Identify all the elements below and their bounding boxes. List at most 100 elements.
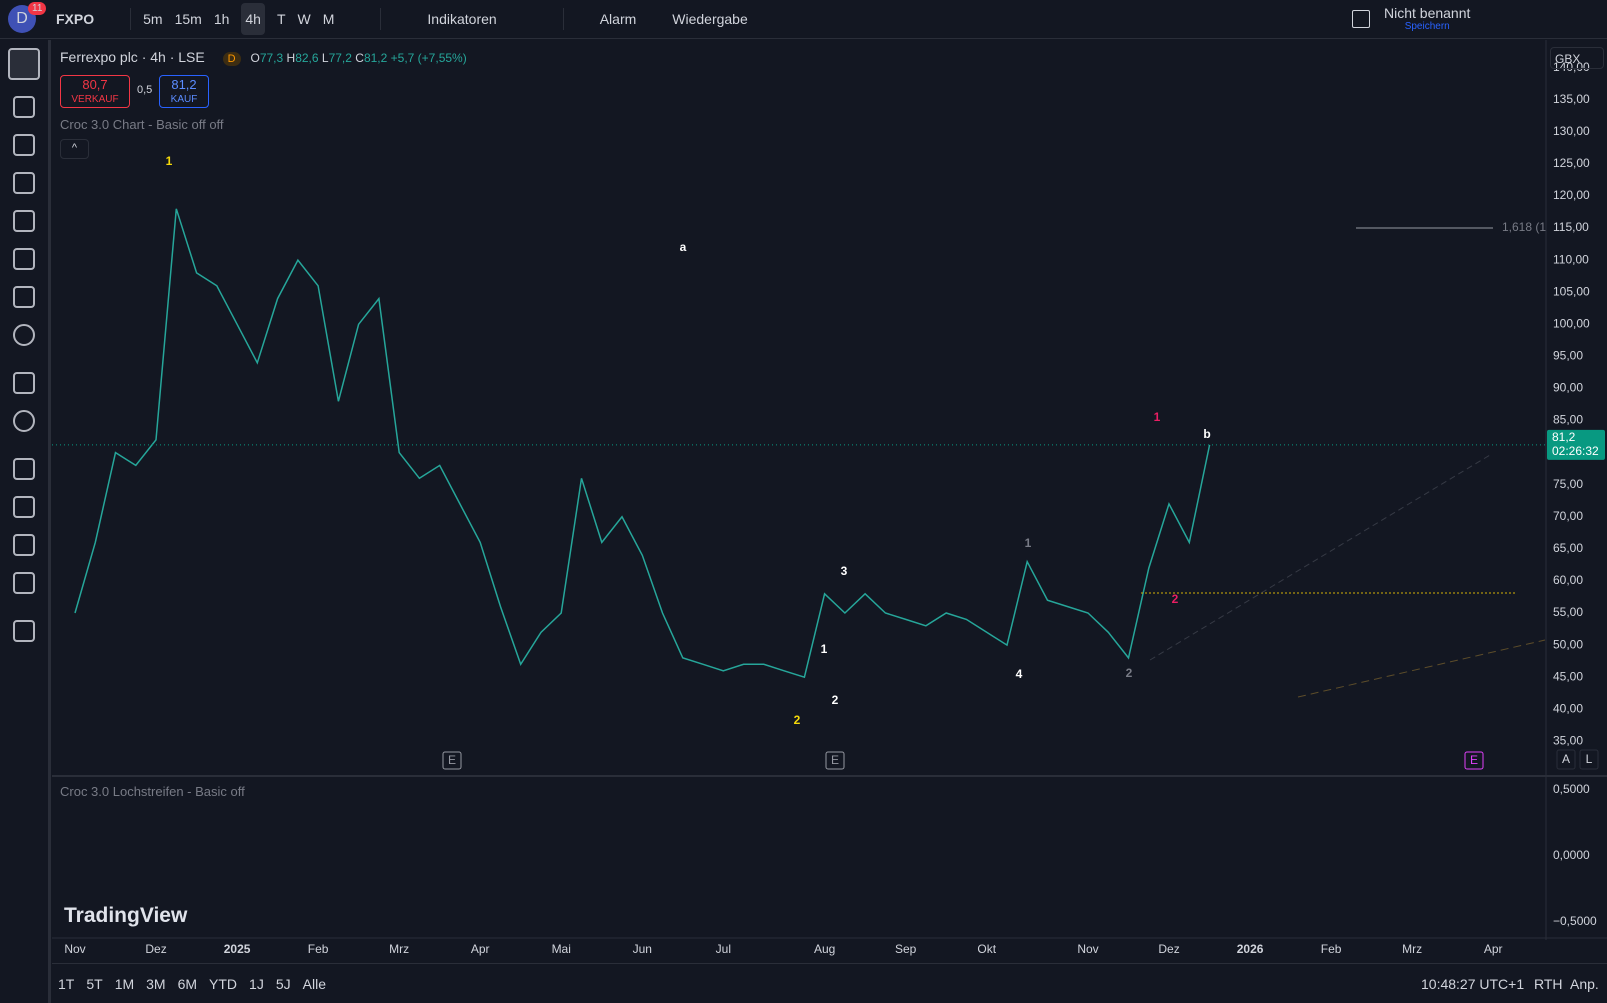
measure-tool[interactable] [13,372,35,394]
scale-button [1579,749,1599,770]
y-tick-label: 120,00 [1553,188,1590,202]
wave-label: 2 [832,693,839,707]
range[interactable]: 5T [86,976,103,992]
clock[interactable]: 10:48:27 UTC+1 [1421,976,1525,992]
wave-label: 1 [1025,536,1032,550]
earnings-marker [825,751,845,770]
collapse-button[interactable]: ^ [60,139,89,159]
y-tick-label: 125,00 [1553,156,1590,170]
interval[interactable]: W [297,11,311,27]
buy-button[interactable]: 81,2 KAUF [159,75,209,108]
wave-label: 3 [841,564,848,578]
interval[interactable]: T [276,11,286,27]
crosshair-tool[interactable] [8,48,40,80]
wave-label: 2 [794,713,801,727]
sell-label: VERKAUF [71,94,119,105]
range[interactable]: 1M [114,976,135,992]
scale-button-label[interactable]: L [1586,752,1593,766]
sell-button[interactable]: 80,7 VERKAUF [60,75,130,108]
indicators-button[interactable]: Indikatoren [427,11,497,27]
range[interactable]: Alle [302,976,326,992]
countdown-label: 02:26:32 [1552,444,1599,458]
x-tick-label: 2025 [224,942,251,956]
session[interactable]: RTH [1534,976,1563,992]
x-tick-label: Apr [1484,942,1503,956]
x-tick-label: Nov [64,942,85,956]
scale-button-label[interactable]: A [1562,752,1570,766]
change: +5,7 (+7,55%) [390,51,467,65]
y-tick-label: 0,5000 [1553,782,1590,796]
range[interactable]: 3M [146,976,166,992]
ohlc-label: O [250,51,260,65]
interval-active[interactable]: 4h [241,3,265,35]
y-tick-label: 65,00 [1553,541,1583,555]
text-tool[interactable] [13,286,35,308]
y-tick-label: 0,0000 [1553,848,1590,862]
save-label: Speichern [1404,21,1450,32]
interval[interactable]: M [322,11,335,27]
channel-line [1297,639,1546,698]
indicator-pane-title: Croc 3.0 Lochstreifen - Basic off [60,784,245,799]
lock-tool[interactable] [13,534,35,556]
price-line [74,208,1211,679]
forecast-tool[interactable] [13,210,35,232]
lock-drawings[interactable] [13,496,35,518]
interval[interactable]: 5m [143,11,163,27]
ohlc-value: 77,2 [328,51,352,65]
y-tick-label: 50,00 [1553,637,1583,651]
delete-tool[interactable] [13,620,35,642]
x-tick-label: Mrz [389,942,409,956]
adjust[interactable]: Anp. [1570,976,1599,992]
separator [380,8,382,30]
ohlc-label: L [321,51,329,65]
x-tick-label: Jun [633,942,652,956]
x-tick-label: Dez [1158,942,1179,956]
range[interactable]: 6M [177,976,198,992]
layout-icon[interactable] [1352,10,1370,28]
replay-button[interactable]: Wiedergabe [672,11,748,27]
wave-label: 1 [1154,410,1161,424]
x-tick-label: Jul [716,942,731,956]
ohlc-label: C [355,51,364,65]
pattern-tool[interactable] [13,172,35,194]
symbol-search[interactable]: FXPO [56,11,95,27]
spread: 0,5 [137,84,153,96]
wave-label: 2 [1172,592,1179,606]
interval[interactable]: 15m [174,11,202,27]
last-price-box [1547,429,1605,460]
separator [130,8,132,30]
fib-tool[interactable] [13,134,35,156]
indicator-legend: Croc 3.0 Chart - Basic off off [60,117,224,132]
earnings-label: E [1470,753,1478,767]
y-tick-label: 40,00 [1553,701,1583,715]
x-tick-label: Sep [895,942,917,956]
market-badge: D [222,52,241,66]
ohlc: O77,3 H82,6 L77,2 C81,2 +5,7 (+7,55%) [250,51,466,65]
range[interactable]: YTD [209,976,238,992]
wave-label: 1 [821,642,828,656]
brush-tool[interactable] [13,248,35,270]
range[interactable]: 1J [249,976,264,992]
y-tick-label: 35,00 [1553,734,1583,748]
drawing-toolbar [0,40,51,1003]
visibility-tool[interactable] [13,572,35,594]
earnings-marker [1464,751,1484,770]
range[interactable]: 1T [58,976,75,992]
trend-line-tool[interactable] [13,96,35,118]
interval[interactable]: 1h [213,11,230,27]
y-tick-label: 100,00 [1553,316,1590,330]
x-tick-label: Mai [552,942,571,956]
range[interactable]: 5J [275,976,291,992]
layout-name[interactable]: Nicht benannt Speichern [1384,5,1470,32]
y-tick-label: 115,00 [1553,220,1589,234]
emoji-tool[interactable] [13,324,35,346]
magnet-tool[interactable] [13,458,35,480]
y-tick-label: 105,00 [1553,284,1590,298]
zoom-tool[interactable] [13,410,35,432]
currency-select[interactable]: GBX [1550,47,1604,69]
channel-line [1149,454,1491,661]
alarm-button[interactable]: Alarm [599,11,637,27]
